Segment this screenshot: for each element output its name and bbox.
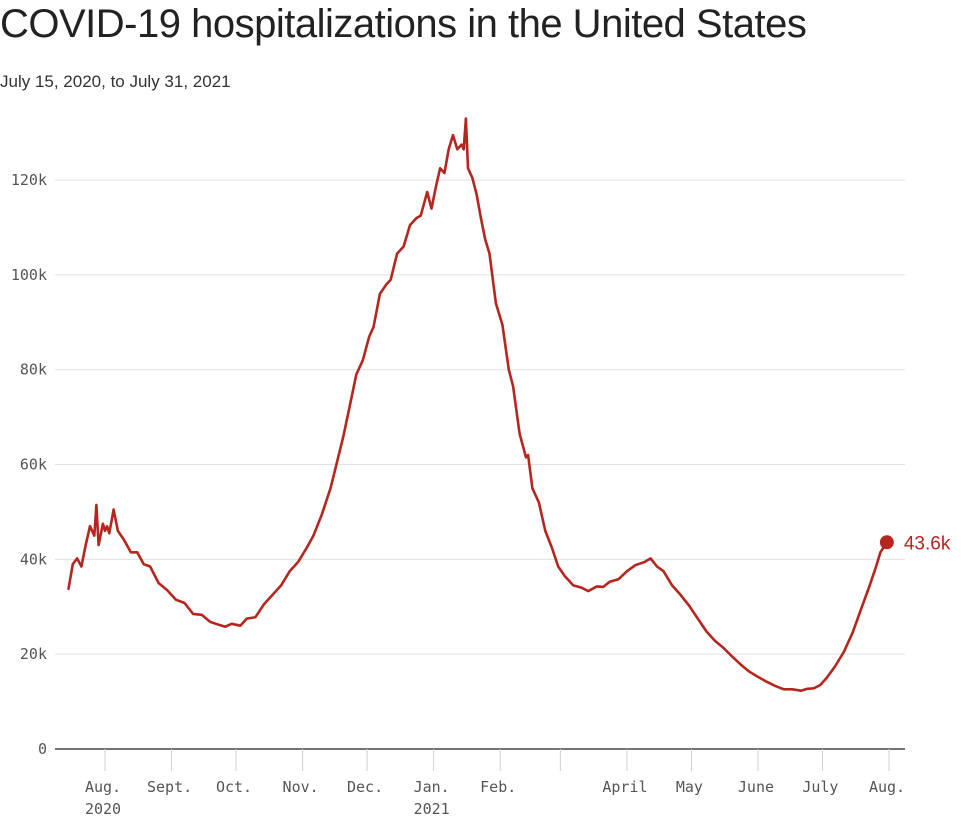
x-tick-label: May — [676, 778, 703, 796]
x-tick-year-label: 2020 — [85, 800, 121, 817]
y-tick-label: 0 — [38, 740, 47, 758]
end-point-label: 43.6k — [904, 533, 951, 554]
x-tick-label: Dec. — [347, 778, 383, 796]
end-point-marker — [879, 535, 894, 550]
x-tick-label: Aug. — [85, 778, 121, 796]
chart-subtitle: July 15, 2020, to July 31, 2021 — [0, 72, 231, 91]
y-tick-label: 120k — [11, 171, 47, 189]
x-tick-label: Aug. — [869, 778, 905, 796]
x-tick-label: Jan. — [414, 778, 450, 796]
x-tick-label: Oct. — [216, 778, 252, 796]
x-tick-year-label: 2021 — [414, 800, 450, 817]
x-tick-label: April — [602, 778, 647, 796]
y-tick-label: 100k — [11, 266, 47, 284]
x-tick-label: June — [738, 778, 774, 796]
x-tick-label: Sept. — [147, 778, 192, 796]
hospitalizations-line — [67, 117, 889, 692]
x-tick-label: July — [802, 778, 838, 796]
y-tick-label: 20k — [20, 645, 47, 663]
x-tick-label: Feb. — [480, 778, 516, 796]
y-axis: 0 20k 40k 60k 80k 100k 120k — [11, 171, 47, 758]
x-axis: Aug. 2020 Sept. Oct. Nov. Dec. Jan. 2021 Feb. Apr… — [85, 749, 905, 817]
gridlines — [55, 179, 905, 655]
y-tick-label: 60k — [20, 456, 47, 474]
y-tick-label: 80k — [20, 361, 47, 379]
x-tick-label: Nov. — [283, 778, 319, 796]
chart-title: COVID-19 hospitalizations in the United … — [0, 2, 807, 46]
y-tick-label: 40k — [20, 550, 47, 568]
